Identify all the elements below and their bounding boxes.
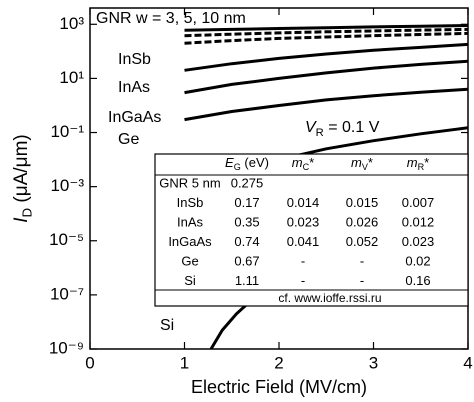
table-cell: 0.015	[346, 195, 379, 210]
table-footer: cf. www.ioffe.rssi.ru	[278, 291, 381, 305]
line	[184, 59, 468, 95]
series-label: InAs	[118, 79, 150, 96]
table-cell: -	[360, 253, 364, 268]
table-cell: 0.02	[405, 253, 430, 268]
table-cell: -	[360, 273, 364, 288]
series-label: InGaAs	[108, 109, 161, 126]
table-cell: 0.35	[234, 214, 259, 229]
table-cell: 0.17	[234, 195, 259, 210]
line	[184, 24, 468, 32]
label-part: = 0.1 V	[324, 119, 380, 136]
label-part: E	[225, 155, 234, 170]
label-sub: D	[19, 208, 34, 218]
line	[184, 27, 468, 38]
table-cell: 0.023	[402, 234, 435, 249]
table-box	[154, 153, 469, 307]
y-tick-label: 10⁻⁹	[49, 338, 84, 357]
y-tick-label: 10⁻⁵	[49, 230, 84, 249]
table-header: EG (eV)	[225, 155, 269, 172]
line	[184, 87, 468, 122]
table-cell: InAs	[177, 214, 204, 229]
label-part: V	[305, 119, 317, 136]
table-cell: 0.16	[405, 273, 430, 288]
y-tick-label: 10³	[59, 14, 84, 33]
label-part: m	[351, 155, 362, 170]
line	[184, 31, 468, 45]
table-header: mR*	[407, 155, 429, 172]
y-tick-label: 10¹	[59, 68, 84, 87]
table-cell: InSb	[177, 195, 204, 210]
label-part: *	[368, 155, 373, 170]
y-axis-label: ID (μA/μm)	[11, 134, 34, 223]
table-cell: 0.012	[402, 214, 435, 229]
x-tick-label: 1	[180, 353, 189, 372]
table-cell: 0.023	[287, 214, 320, 229]
label-sub: R	[418, 162, 425, 172]
x-tick-label: 2	[274, 353, 283, 372]
y-tick-label: 10⁻¹	[50, 122, 84, 141]
table-cell: Si	[184, 273, 196, 288]
label-part: m	[407, 155, 418, 170]
annotation: GNR w = 3, 5, 10 nm	[96, 10, 246, 27]
table-cell: 0.014	[287, 195, 320, 210]
table-cell: 0.275	[231, 175, 264, 190]
table-cell: 0.74	[234, 234, 259, 249]
label-part: (eV)	[241, 155, 269, 170]
table-header: mV*	[351, 155, 373, 172]
label-sub: G	[234, 162, 241, 172]
line	[278, 126, 468, 162]
x-tick-label: 4	[463, 353, 472, 372]
table-cell: Ge	[181, 253, 198, 268]
table-cell: 0.026	[346, 214, 379, 229]
label-sub: V	[362, 162, 369, 172]
x-tick-label: 3	[369, 353, 378, 372]
table-cell: 1.11	[235, 273, 259, 288]
series-label: Ge	[118, 131, 139, 148]
y-tick-label: 10⁻⁷	[50, 284, 84, 303]
label-part: I	[11, 217, 32, 223]
y-tick-label: 10⁻³	[50, 176, 84, 195]
table-cell: -	[301, 253, 305, 268]
label-part: *	[424, 155, 429, 170]
label-part: *	[309, 155, 314, 170]
series-label: Si	[160, 317, 174, 334]
table-cell: 0.052	[346, 234, 379, 249]
x-tick-label: 0	[85, 353, 94, 372]
table-cell: 0.041	[287, 234, 320, 249]
table-cell: -	[301, 273, 305, 288]
label-part: (μA/μm)	[11, 134, 32, 208]
label-sub: C	[303, 162, 310, 172]
label-part: m	[292, 155, 303, 170]
table-cell: 0.007	[402, 195, 435, 210]
table-header: mC*	[292, 155, 314, 172]
table-cell: GNR 5 nm	[159, 175, 220, 190]
label-sub: R	[316, 127, 324, 139]
table-cell: 0.67	[234, 253, 259, 268]
x-axis-label: Electric Field (MV/cm)	[191, 377, 367, 397]
line	[184, 42, 468, 72]
series-label: InSb	[118, 51, 151, 68]
annotation: VR = 0.1 V	[305, 119, 380, 139]
table-cell: InGaAs	[168, 234, 212, 249]
